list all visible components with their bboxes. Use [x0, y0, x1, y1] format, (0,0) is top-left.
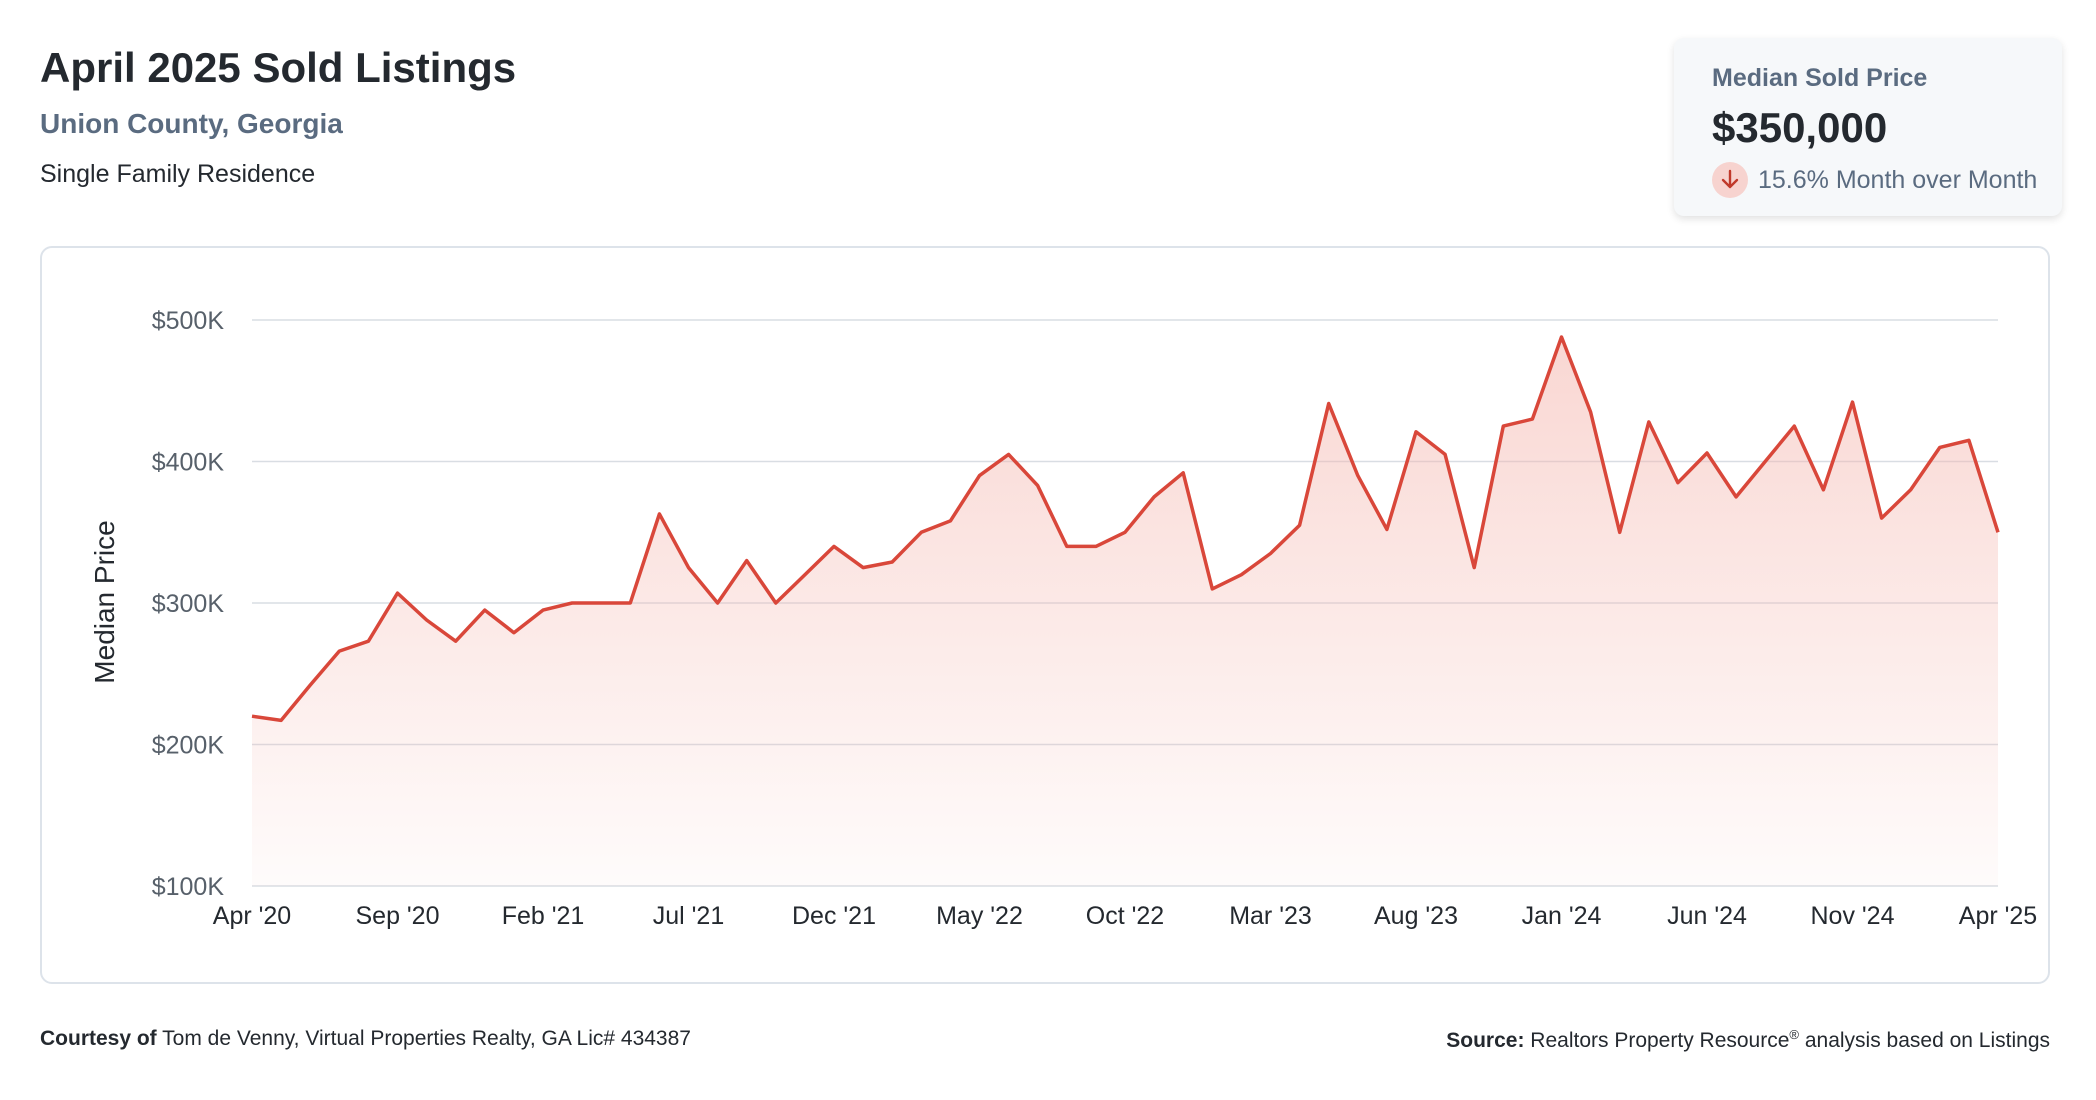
- stat-value: $350,000: [1712, 104, 1888, 151]
- stat-label: Median Sold Price: [1712, 64, 1928, 92]
- x-tick-label: Jun '24: [1667, 902, 1747, 930]
- x-tick-label: Apr '25: [1959, 902, 2037, 930]
- x-tick-label: May '22: [936, 902, 1023, 930]
- courtesy-label: Courtesy of: [40, 1027, 157, 1050]
- source-label: Source:: [1446, 1029, 1525, 1052]
- courtesy-footer: Courtesy of Tom de Venny, Virtual Proper…: [40, 1027, 691, 1051]
- x-tick-label: Mar '23: [1229, 902, 1312, 930]
- y-tick-label: $100K: [152, 873, 225, 901]
- median-sold-price-card: Median Sold Price $350,000 15.6% Month o…: [1674, 38, 2062, 216]
- location-subtitle: Union County, Georgia: [40, 108, 343, 139]
- arrow-down-icon: [1712, 162, 1748, 198]
- source-text-a: Realtors Property Resource: [1530, 1029, 1790, 1052]
- stat-change: 15.6% Month over Month: [1712, 162, 2037, 198]
- courtesy-text: Tom de Venny, Virtual Properties Realty,…: [162, 1027, 691, 1050]
- x-tick-label: Dec '21: [792, 902, 876, 930]
- property-type-label: Single Family Residence: [40, 160, 316, 188]
- y-axis-title: Median Price: [89, 520, 120, 683]
- x-tick-label: Aug '23: [1374, 902, 1458, 930]
- stat-change-text: 15.6% Month over Month: [1758, 165, 2038, 194]
- median-price-line: [251, 335, 2000, 723]
- x-tick-label: Jul '21: [653, 902, 724, 930]
- area-fill: [252, 337, 1998, 886]
- source-text-b: analysis based on Listings: [1804, 1029, 2050, 1052]
- y-tick-label: $500K: [152, 307, 225, 335]
- x-tick-label: Sep '20: [355, 902, 439, 930]
- y-tick-label: $200K: [152, 732, 225, 760]
- registered-mark: ®: [1789, 1027, 1799, 1042]
- x-tick-label: Jan '24: [1522, 902, 1602, 930]
- source-footer: Source: Realtors Property Resource® anal…: [1446, 1027, 2050, 1053]
- page-title: April 2025 Sold Listings: [40, 44, 517, 91]
- chart-panel: $100K $200K $300K $400K $500K Apr '20 Sep '20…: [40, 246, 2050, 984]
- median-price-chart: $100K $200K $300K $400K $500K Apr '20 Sep '20…: [89, 307, 2037, 930]
- x-tick-label: Apr '20: [213, 902, 291, 930]
- y-tick-label: $400K: [152, 449, 225, 477]
- x-tick-label: Oct '22: [1086, 902, 1164, 930]
- x-tick-label: Nov '24: [1811, 902, 1895, 930]
- y-tick-label: $300K: [152, 590, 225, 618]
- x-tick-label: Feb '21: [502, 902, 585, 930]
